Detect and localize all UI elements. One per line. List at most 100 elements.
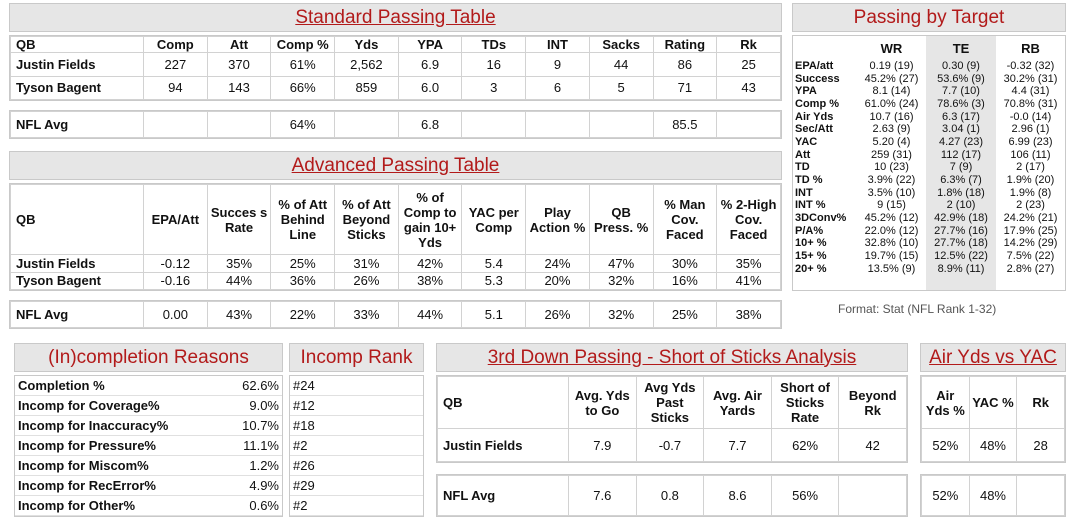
table-row-cell: 19.7% (15) [864,250,919,263]
third-down-avg-row-cell: NFL Avg [437,475,569,516]
third-down-row-cell: -0.7 [635,428,705,462]
reason-rank: #2 [290,495,423,517]
advanced-header-row-cell: % of Att Beyond Sticks [334,184,399,255]
table-row-cell: 42% [397,254,463,273]
table-row-cell: Success [795,72,840,85]
table-row: TD % 3.9% (22) 6.3% (7) 1.9% (20) [793,174,1065,187]
table-row-cell: 10+ % [795,237,827,250]
air-yac-avg-row: 52% 48% [921,475,1065,516]
table-row-cell: 227 [143,52,208,77]
table-row-cell: 24.2% (21) [1003,212,1058,225]
advanced-avg-row: NFL Avg 0.00 43% 22% 33% 44% 5.1 26% 32% 25% 38% [10,301,781,328]
table-row-cell: -0.12 [143,254,208,273]
reason-rank: #29 [290,475,423,496]
table-row: 3DConv% 45.2% (12) 42.9% (18) 24.2% (21) [793,212,1065,225]
target-header-row-cell: RB [1021,40,1040,56]
table-row-cell: 44 [588,52,654,77]
list-item: #18 [290,415,423,436]
table-row-cell: 2.8% (27) [1006,262,1055,275]
list-item: Incomp for RecError% 4.9% [15,475,282,496]
standard-avg-row-cell: 6.8 [397,111,463,138]
target-format-note: Format: Stat (NFL Rank 1-32) [838,302,997,316]
table-row-cell: 5.4 [461,254,527,273]
advanced-header-row-cell: % of Comp to gain 10+ Yds [397,184,463,255]
standard-avg-panel: NFL Avg 64% 6.8 85.5 [9,110,782,139]
reason-label: Incomp for Coverage% [15,395,210,416]
standard-header-row-cell: TDs [461,36,527,53]
table-row-cell: 26% [334,271,399,290]
table-row-cell: 32% [588,271,654,290]
table-row-cell: 25% [270,254,336,273]
reason-value: 1.2% [210,455,282,476]
list-item: #29 [290,475,423,496]
standard-avg-row-cell [143,111,208,138]
air-yac-row: 52% 48% 28 [921,428,1065,462]
target-header-row-cell: TE [952,40,970,56]
table-row-cell: 10 (23) [874,161,909,174]
third-down-header-row-cell: QB [437,376,569,429]
standard-header-row-cell: YPA [397,36,463,53]
third-down-avg-row: NFL Avg 7.6 0.8 8.6 56% [437,475,907,516]
standard-header-row-cell: INT [525,36,590,53]
standard-header-row-cell: Sacks [588,36,654,53]
table-row: Air Yds 10.7 (16) 6.3 (17) -0.0 (14) [793,111,1065,124]
target-header-row: WR TE RB [793,36,1065,60]
standard-header-row-cell: Rating [652,36,718,53]
air-yac-title: Air Yds vs YAC [929,346,1057,368]
advanced-header-row-cell: EPA/Att [143,184,208,255]
table-row-cell: 106 (11) [1010,148,1051,161]
air-yac-row-cell: 28 [1016,428,1065,462]
reason-rank: #24 [290,376,423,396]
table-row-cell: 3 [461,75,527,100]
table-row-cell: 6.9 [397,52,463,77]
reason-rank: #18 [290,415,423,436]
table-row-cell: 20+ % [795,262,827,275]
table-row-cell: -0.32 (32) [1006,59,1055,72]
standard-avg-row-cell [588,111,654,138]
standard-avg-row-cell [716,111,781,138]
third-down-header-row-cell: Short of Sticks Rate [770,376,840,429]
air-yac-header-row-cell: Air Yds % [921,376,970,429]
table-row-cell: 6.3 (17) [942,110,980,123]
air-yac-title-bar: Air Yds vs YAC [920,343,1066,372]
table-row-cell: 2 (17) [1016,161,1045,174]
third-down-header-row-cell: Avg. Yds to Go [568,376,637,429]
table-row-cell: 36% [270,271,336,290]
advanced-avg-row-cell: NFL Avg [10,301,144,328]
standard-avg-table: NFL Avg 64% 6.8 85.5 [10,111,781,138]
incomp-rank-table: #24 #12 #18 #2 #26 #29 #2 [290,376,423,517]
table-row-cell: TD % [795,174,823,187]
advanced-header-row-cell: YAC per Comp [461,184,527,255]
target-panel: WR TE RB EPA/att 0.19 (19) 0.30 (9) -0.32 (32… [792,35,1066,291]
table-row-cell: P/A% [795,224,824,237]
third-down-avg-row-cell: 56% [770,475,840,516]
standard-header-row: QB Comp Att Comp % Yds YPA TDs INT Sacks Rating Rk [10,36,781,53]
reason-label: Incomp for Other% [15,495,210,517]
table-row-cell: 2.96 (1) [1011,123,1050,136]
advanced-header-row-cell: % Man Cov. Faced [652,184,718,255]
table-row-cell: TD [795,161,810,174]
table-row: P/A% 22.0% (12) 27.7% (16) 17.9% (25) [793,225,1065,238]
table-row-cell: 7 (9) [949,161,973,174]
table-row-cell: 112 (17) [940,148,982,161]
air-yac-avg-row-cell: 52% [921,475,970,516]
advanced-header-row: QB EPA/Att Succes s Rate% of Att Behind Li… [10,184,781,255]
third-down-row-cell: Justin Fields [437,428,569,462]
standard-avg-row-cell: 64% [270,111,336,138]
list-item: #26 [290,455,423,476]
table-row-cell: 259 (31) [871,148,912,161]
table-row-cell: 3.9% (22) [867,174,916,187]
reason-label: Incomp for RecError% [15,475,210,496]
table-row-cell: 1.9% (20) [1006,174,1055,187]
reason-rank: #26 [290,455,423,476]
incomp-table: Completion % 62.6% Incomp for Coverage% 9.0… [15,376,282,517]
target-te-highlight [926,36,996,290]
table-row-cell: EPA/att [795,59,834,72]
reason-value: 9.0% [210,395,282,416]
standard-title-bar: Standard Passing Table [9,3,782,32]
reason-value: 10.7% [210,415,282,436]
table-row-cell: 45.2% (12) [864,212,919,225]
standard-avg-row: NFL Avg 64% 6.8 85.5 [10,111,781,138]
reason-value: 11.1% [210,435,282,456]
table-row-cell: 71 [652,75,718,100]
